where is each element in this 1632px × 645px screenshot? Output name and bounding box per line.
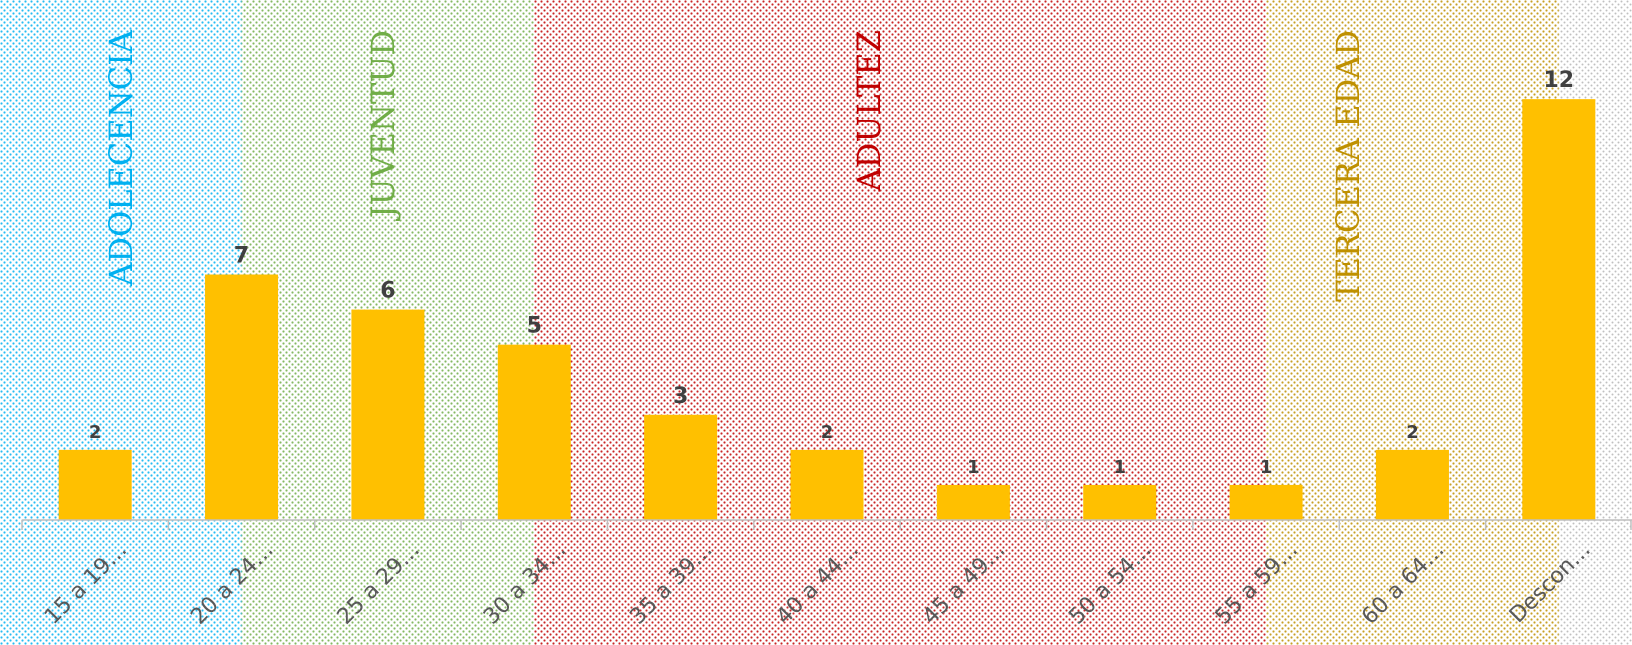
data-label-5: 2: [821, 422, 834, 443]
band-label-adolecencia: ADOLECENCIA: [102, 29, 140, 287]
data-label-10: 12: [1544, 68, 1575, 93]
bar-8: [1229, 484, 1303, 520]
bar-0: [58, 449, 132, 520]
data-label-0: 2: [89, 422, 102, 443]
bar-2: [351, 309, 425, 520]
band-adultez: [534, 0, 1267, 645]
bar-3: [497, 344, 571, 520]
bar-7: [1083, 484, 1157, 520]
data-label-2: 6: [380, 279, 395, 304]
band-label-tercera-edad: TERCERA EDAD: [1329, 30, 1367, 302]
bar-5: [790, 449, 864, 520]
data-label-3: 5: [527, 314, 542, 339]
data-label-4: 3: [673, 384, 688, 409]
bar-6: [936, 484, 1010, 520]
data-label-1: 7: [234, 244, 249, 269]
band-label-juventud: JUVENTUD: [364, 30, 402, 221]
data-label-7: 1: [1113, 457, 1126, 478]
band-adolecencia: [0, 0, 242, 645]
data-label-9: 2: [1406, 422, 1419, 443]
x-axis-ticks: [21, 520, 1632, 530]
bar-1: [205, 274, 279, 520]
bar-4: [644, 414, 718, 520]
bar-10: [1522, 99, 1596, 521]
data-label-8: 1: [1260, 457, 1273, 478]
age-band-label-layer: ADOLECENCIA JUVENTUD ADULTEZ TERCERA EDAD: [102, 29, 1367, 302]
bar-9: [1375, 449, 1449, 520]
bar-layer: [58, 99, 1596, 521]
data-label-6: 1: [967, 457, 980, 478]
band-tercera-edad: [1266, 0, 1559, 645]
band-label-adultez: ADULTEZ: [850, 30, 888, 192]
